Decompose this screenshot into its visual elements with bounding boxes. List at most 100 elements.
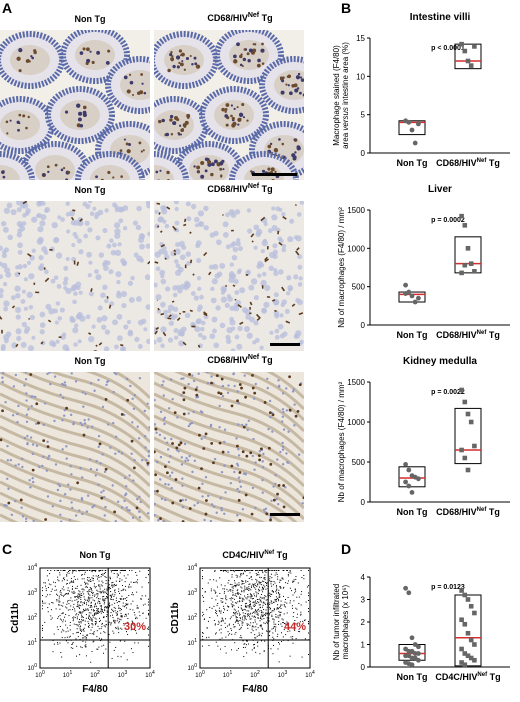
category-label: CD68/HIVNef Tg	[436, 507, 500, 517]
y-tick-label: 104	[188, 563, 198, 572]
panel-b-d-charts: Intestine villip < 0.0001051015Macrophag…	[330, 0, 520, 702]
data-point	[466, 631, 471, 636]
y-tick-label: 500	[352, 283, 366, 292]
micrograph-intestine-tg	[154, 30, 304, 180]
y-tick-label: 1500	[347, 378, 365, 387]
row2-left-label: Non Tg	[20, 185, 160, 195]
data-point	[472, 444, 477, 449]
flow-title: Non Tg	[80, 550, 111, 560]
data-point	[410, 490, 415, 495]
flow-frame	[200, 568, 310, 668]
chart-2: Liverp = 0.0002050010001500Nb of macroph…	[337, 184, 510, 340]
data-point	[466, 468, 471, 473]
y-axis-label: Nb of tumor infiltratedmacrophages (x 10…	[332, 584, 350, 660]
scale-bar	[270, 343, 300, 346]
data-point	[416, 658, 421, 663]
data-point	[472, 44, 477, 49]
data-point	[463, 622, 468, 627]
micrograph-liver-tg	[154, 201, 304, 351]
data-point	[459, 214, 464, 219]
flow-plot-1: Non Tg30%100100101101102102103103104104F…	[10, 550, 155, 695]
y-tick-label: 100	[188, 663, 198, 672]
y-tick-label: 103	[188, 588, 198, 597]
data-point	[469, 63, 474, 68]
micrograph-kidney-tg	[154, 372, 304, 522]
box	[455, 237, 481, 273]
data-point	[403, 480, 408, 485]
y-tick-label: 3	[361, 596, 366, 605]
y-tick-label: 102	[28, 613, 38, 622]
data-point	[463, 456, 468, 461]
y-tick-label: 5	[361, 111, 366, 120]
y-tick-label: 15	[356, 34, 365, 43]
data-point	[472, 269, 477, 274]
data-point	[463, 662, 468, 667]
y-tick-label: 101	[188, 638, 198, 647]
micrograph-intestine-nontg	[0, 30, 150, 180]
data-point	[469, 638, 474, 643]
data-point	[406, 484, 411, 489]
y-tick-label: 10	[356, 72, 365, 81]
data-point	[459, 271, 464, 276]
data-point	[463, 593, 468, 598]
flow-title: CD4C/HIVNef Tg	[222, 550, 287, 560]
data-point	[406, 120, 411, 125]
data-point	[403, 291, 408, 296]
category-label: CD4C/HIVNef Tg	[435, 672, 500, 682]
x-tick-label: 101	[63, 670, 73, 679]
data-point	[413, 141, 418, 146]
chart-3: Kidney medullap = 0.0022050010001500Nb o…	[337, 356, 510, 517]
data-point	[466, 59, 471, 64]
data-point	[410, 662, 415, 667]
data-point	[472, 611, 477, 616]
y-tick-label: 103	[28, 588, 38, 597]
gate-percent: 30%	[124, 621, 146, 633]
y-tick-label: 104	[28, 563, 38, 572]
data-point	[413, 300, 418, 305]
data-point	[416, 121, 421, 126]
data-point	[466, 412, 471, 417]
data-point	[469, 261, 474, 266]
y-tick-label: 0	[361, 498, 366, 507]
data-point	[416, 296, 421, 301]
y-tick-label: 102	[188, 613, 198, 622]
y-axis-label: Cd11b	[10, 603, 21, 633]
category-label: Non Tg	[397, 158, 428, 168]
chart-4: p = 0.0123 0 1 2 3 4 Nb of tumor infiltratedma…	[332, 573, 510, 682]
category-label: Non Tg	[397, 672, 428, 682]
x-axis-label: F4/80	[82, 684, 108, 695]
chart-title: Liver	[428, 184, 452, 195]
y-tick-label: 100	[28, 663, 38, 672]
data-point	[459, 42, 464, 47]
data-point	[416, 651, 421, 656]
y-tick-label: 500	[352, 458, 366, 467]
data-point	[469, 604, 474, 609]
data-point	[463, 400, 468, 405]
chart-title: Intestine villi	[410, 12, 471, 23]
data-point	[472, 642, 477, 647]
data-point	[459, 388, 464, 393]
y-tick-label: 101	[28, 638, 38, 647]
x-tick-label: 104	[305, 670, 315, 679]
data-point	[403, 283, 408, 288]
data-point	[416, 644, 421, 649]
data-point	[459, 647, 464, 652]
data-point	[459, 448, 464, 453]
y-tick-label: 2	[361, 618, 366, 627]
data-point	[466, 597, 471, 602]
data-point	[459, 617, 464, 622]
scale-bar	[270, 513, 300, 516]
data-point	[459, 588, 464, 593]
data-point	[410, 128, 415, 133]
x-tick-label: 103	[278, 670, 288, 679]
y-tick-label: 0	[361, 321, 366, 330]
data-point	[466, 246, 471, 251]
row3-right-label: CD68/HIVNef Tg	[160, 354, 320, 365]
chart-title: Kidney medulla	[403, 356, 477, 367]
row2-right-label: CD68/HIVNef Tg	[160, 183, 320, 194]
category-label: CD68/HIVNef Tg	[436, 158, 500, 168]
y-tick-label: 1000	[347, 418, 365, 427]
micrograph-liver-nontg	[0, 201, 150, 351]
data-point	[403, 586, 408, 591]
